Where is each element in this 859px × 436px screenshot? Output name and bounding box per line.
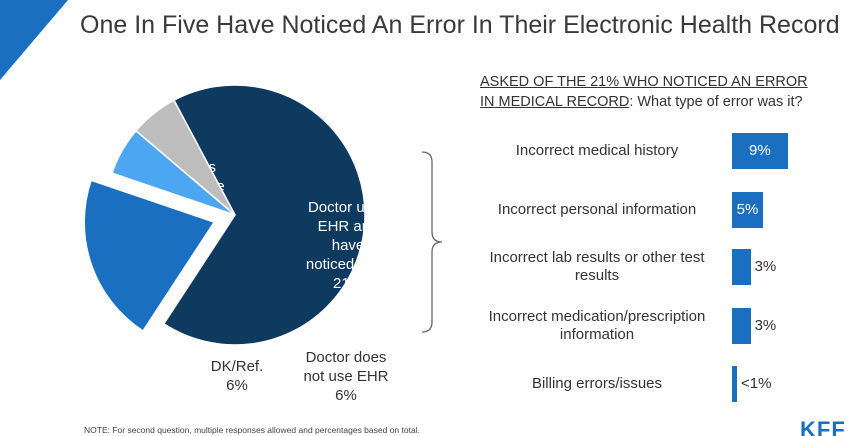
pie-slice-label-3: DK/Ref. 6%	[211, 358, 264, 394]
corner-triangle-decoration	[0, 0, 68, 80]
pie-slice-1	[83, 179, 216, 332]
bar-value-label-0: 9%	[749, 142, 771, 159]
pie-slice-label-2: Doctor does not use EHR 6%	[303, 349, 388, 404]
subheader-underlined-line2: IN MEDICAL RECORD	[480, 94, 630, 110]
bar-category-label-0: Incorrect medical history	[515, 142, 679, 159]
bar-category-label-3: Incorrect medication/prescription informa…	[488, 308, 706, 343]
bar-chart-subheader: ASKED OF THE 21% WHO NOTICED AN ERROR IN…	[480, 72, 850, 112]
bar-value-label-2: 3%	[754, 258, 777, 275]
footnote: NOTE: For second question, multiple resp…	[84, 425, 420, 435]
bar-category-label-2: Incorrect lab results or other test resul…	[489, 249, 705, 284]
bracket-connector	[421, 151, 443, 333]
pie-slice-0	[162, 84, 366, 346]
bar-3	[732, 308, 751, 344]
kff-logo: KFF	[800, 419, 846, 436]
bar-2	[732, 249, 751, 285]
bar-category-label-4: Billing errors/issues	[531, 375, 663, 392]
bar-value-label-3: 3%	[754, 317, 777, 334]
bar-value-label-4: <1%	[741, 375, 772, 392]
bar-0	[732, 133, 788, 169]
subheader-underlined-line1: ASKED OF THE 21% WHO NOTICED AN ERROR	[480, 74, 808, 90]
bar-1	[732, 192, 763, 228]
subheader-question: : What type of error was it?	[629, 94, 803, 110]
page-title: One In Five Have Noticed An Error In The…	[80, 11, 840, 39]
bar-category-label-1: Incorrect personal information	[497, 201, 697, 218]
bar-4	[732, 366, 737, 402]
pie-slice-3	[134, 99, 236, 216]
pie-slice-label-1: Doctor uses EHR and have noticed error 21%	[306, 199, 390, 292]
bar-value-label-1: 5%	[736, 201, 759, 218]
